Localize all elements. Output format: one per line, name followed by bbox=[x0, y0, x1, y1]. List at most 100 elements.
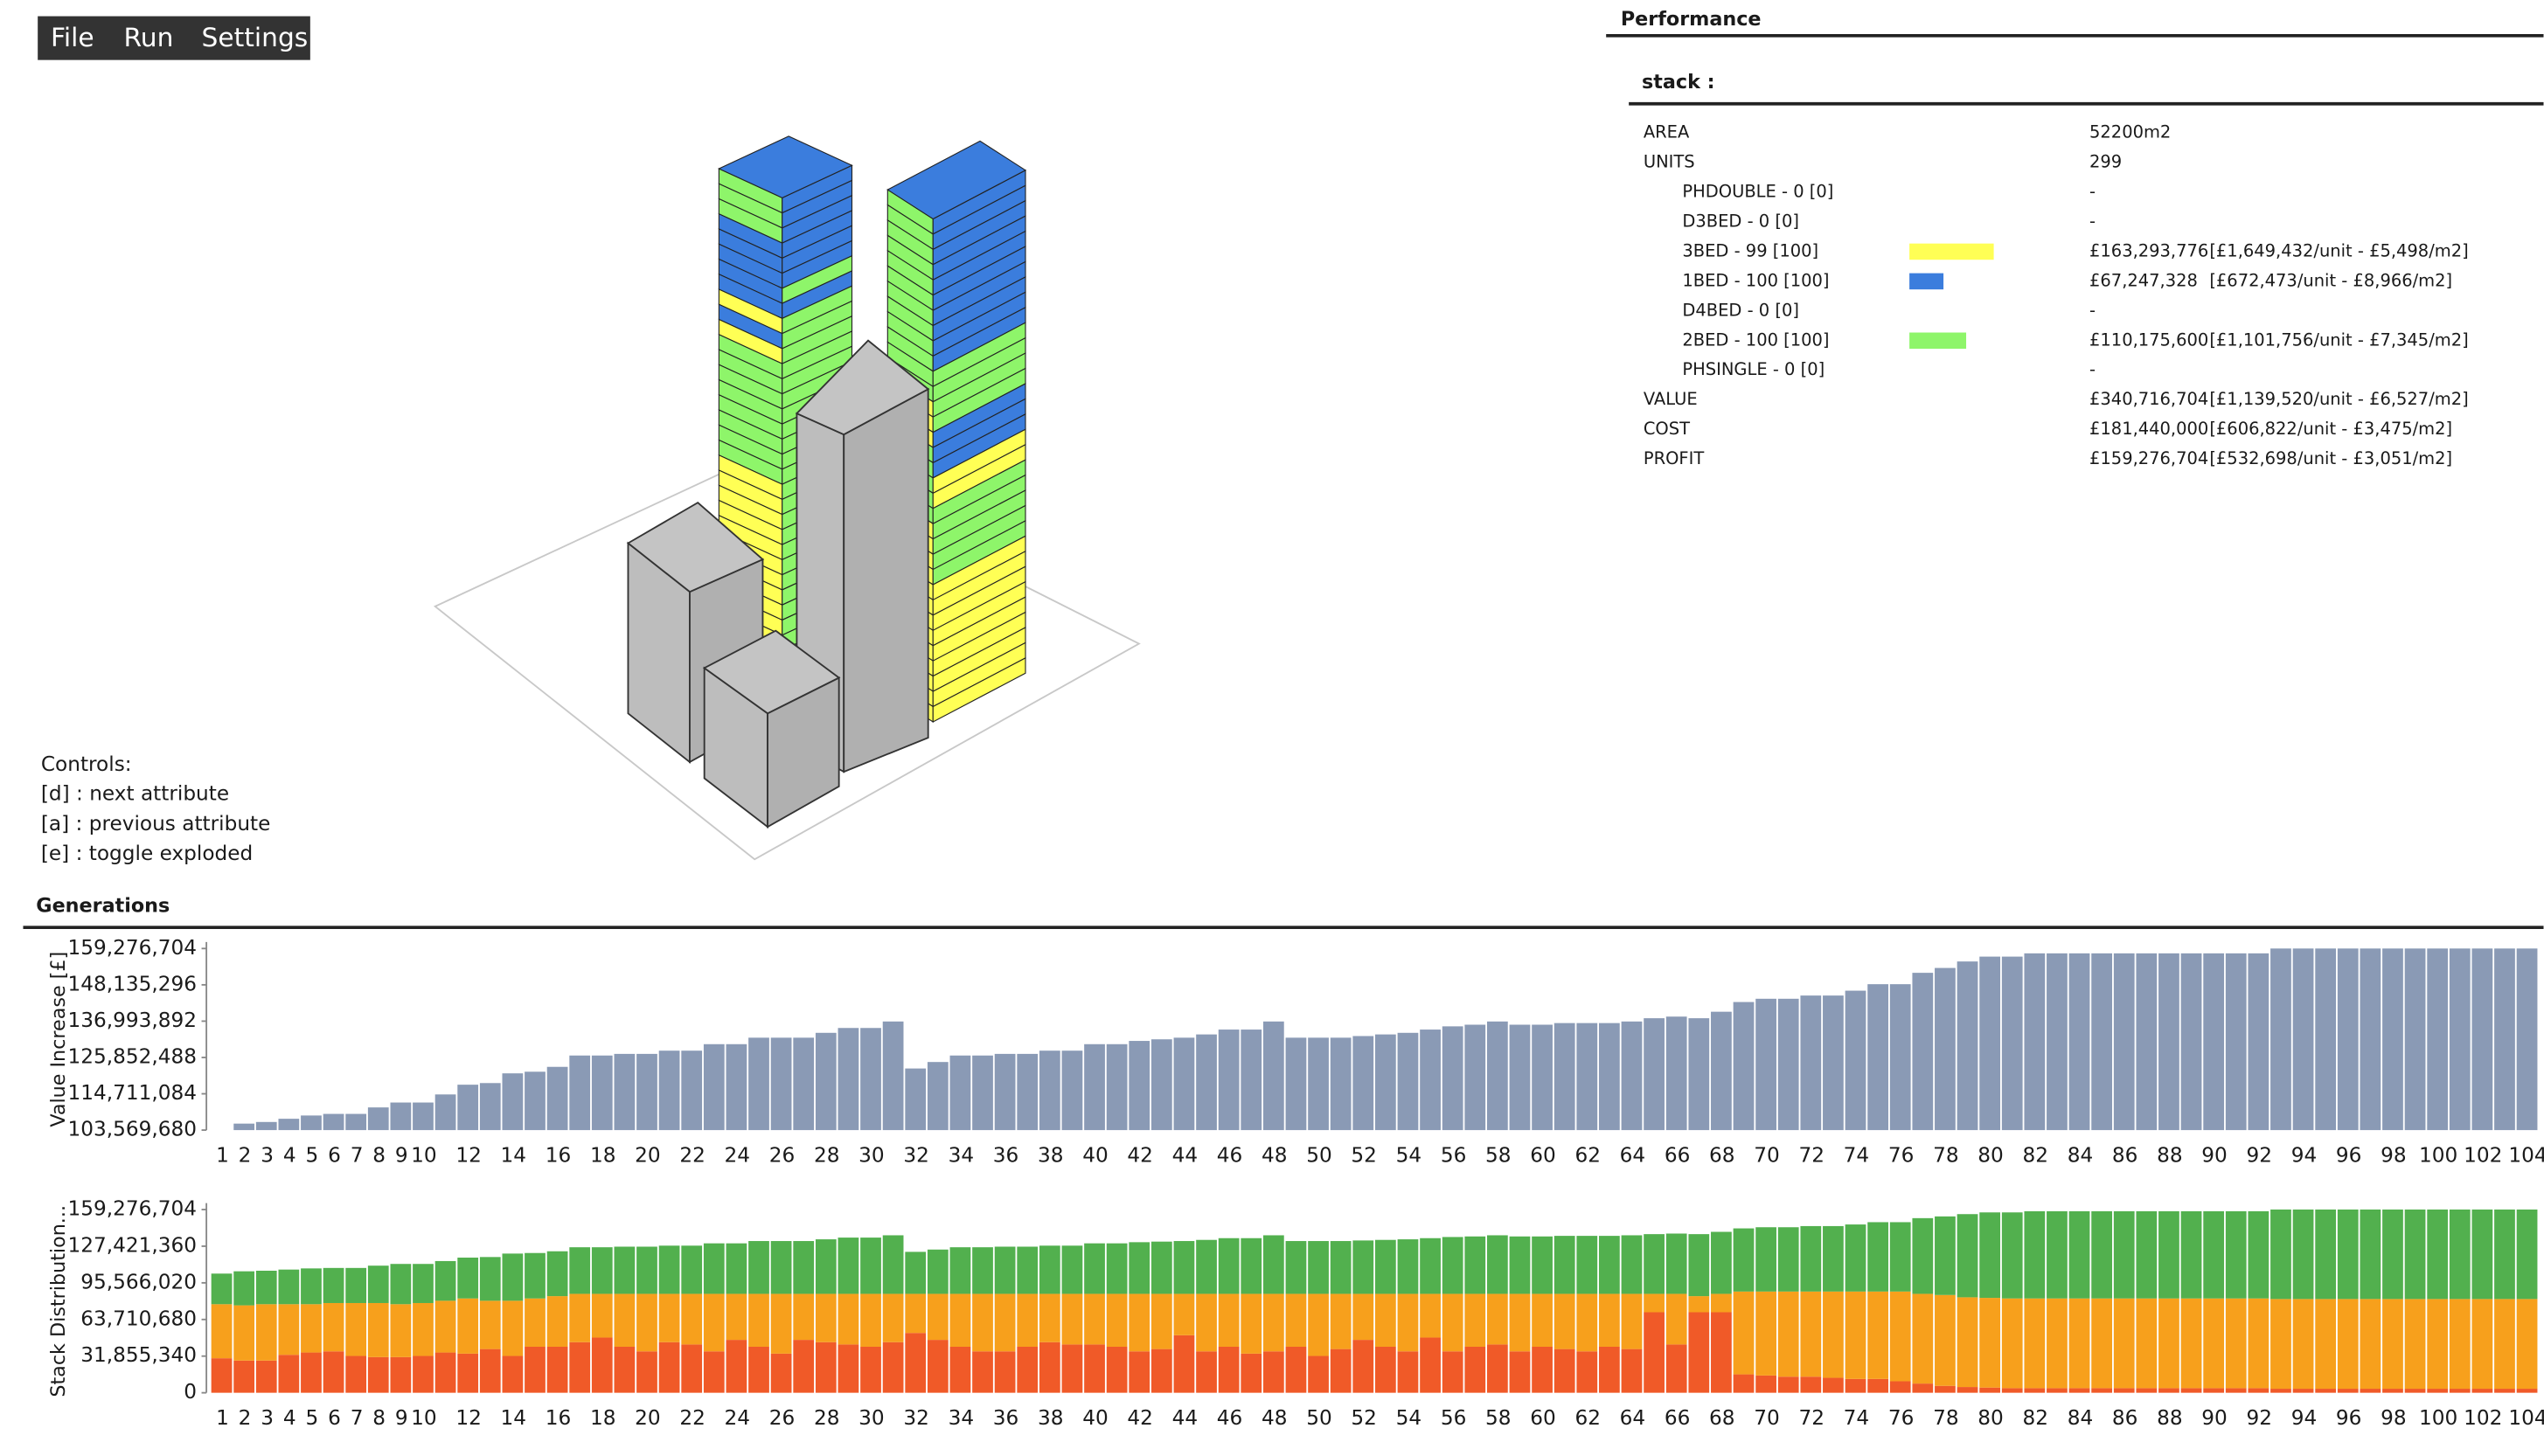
x-tick-label: 22 bbox=[679, 1143, 706, 1167]
x-tick-label: 54 bbox=[1396, 1143, 1422, 1167]
bar-segment bbox=[525, 1298, 546, 1347]
x-tick-label: 72 bbox=[1798, 1406, 1825, 1430]
bar-segment bbox=[1061, 1245, 1083, 1294]
x-tick-label: 82 bbox=[2023, 1143, 2049, 1167]
bar-segment bbox=[1061, 1293, 1083, 1345]
bar-segment bbox=[1150, 1241, 1172, 1294]
x-tick-label: 84 bbox=[2068, 1406, 2094, 1430]
x-tick-label: 12 bbox=[455, 1143, 482, 1167]
bar bbox=[2136, 953, 2158, 1131]
bar-segment bbox=[1420, 1293, 1441, 1338]
bar-segment bbox=[479, 1349, 501, 1393]
bar-segment bbox=[546, 1346, 568, 1393]
bar-segment bbox=[1196, 1239, 1217, 1294]
x-tick-label: 10 bbox=[411, 1143, 437, 1167]
bar-segment bbox=[1106, 1243, 1128, 1294]
bar bbox=[1688, 1018, 1710, 1131]
bar-segment bbox=[1777, 1227, 1799, 1292]
bar-segment bbox=[681, 1245, 703, 1294]
bar bbox=[413, 1102, 434, 1131]
bar-segment bbox=[1576, 1351, 1598, 1393]
box-face bbox=[843, 387, 929, 773]
bar-segment bbox=[2024, 1298, 2046, 1389]
row-label: D3BED - 0 [0] bbox=[1682, 211, 1799, 231]
bar-segment bbox=[1442, 1351, 1463, 1393]
bar-segment bbox=[546, 1251, 568, 1297]
y-tick-label: 127,421,360 bbox=[67, 1233, 197, 1257]
bar-segment bbox=[2024, 1388, 2046, 1393]
bar-segment bbox=[1487, 1293, 1508, 1345]
bar-segment bbox=[1688, 1234, 1710, 1297]
x-tick-label: 66 bbox=[1665, 1406, 1691, 1430]
bar-segment bbox=[1397, 1351, 1419, 1393]
bar-segment bbox=[2136, 1388, 2158, 1393]
bar bbox=[658, 1050, 680, 1131]
bar-segment bbox=[1554, 1293, 1575, 1349]
x-tick-label: 40 bbox=[1082, 1406, 1109, 1430]
menu-item[interactable]: Run bbox=[123, 22, 173, 52]
row-label: UNITS bbox=[1644, 152, 1695, 172]
x-tick-label: 12 bbox=[455, 1406, 482, 1430]
bar-segment bbox=[1755, 1227, 1776, 1292]
x-tick-label: 52 bbox=[1351, 1406, 1377, 1430]
bar-segment bbox=[927, 1293, 949, 1341]
x-tick-label: 102 bbox=[2464, 1143, 2502, 1167]
row-label: PROFIT bbox=[1644, 448, 1705, 468]
bar-segment bbox=[1621, 1235, 1643, 1294]
bar-segment bbox=[2047, 1210, 2068, 1299]
x-tick-label: 98 bbox=[2381, 1143, 2407, 1167]
row-value: £110,175,600 bbox=[2089, 329, 2208, 350]
bar-segment bbox=[1845, 1378, 1866, 1393]
menu-item[interactable]: File bbox=[51, 22, 94, 52]
x-tick-label: 32 bbox=[903, 1406, 929, 1430]
x-tick-label: 72 bbox=[1798, 1143, 1825, 1167]
bar-segment bbox=[860, 1293, 881, 1347]
bar bbox=[2047, 953, 2068, 1131]
bar bbox=[1823, 995, 1844, 1131]
bar-segment bbox=[1755, 1291, 1776, 1376]
bar-segment bbox=[1509, 1236, 1531, 1294]
bar bbox=[1777, 998, 1799, 1131]
bar bbox=[2449, 948, 2471, 1131]
bar bbox=[905, 1068, 927, 1131]
x-tick-label: 44 bbox=[1172, 1406, 1199, 1430]
bar-segment bbox=[905, 1333, 927, 1393]
bar-segment bbox=[457, 1353, 479, 1393]
x-tick-label: 56 bbox=[1441, 1143, 1467, 1167]
row-value: - bbox=[2089, 211, 2096, 231]
bar-segment bbox=[1554, 1349, 1575, 1393]
bar-segment bbox=[2203, 1388, 2225, 1393]
bar-segment bbox=[2382, 1209, 2403, 1300]
bar-segment bbox=[502, 1300, 524, 1356]
x-tick-label: 50 bbox=[1306, 1143, 1332, 1167]
bar-segment bbox=[748, 1293, 769, 1347]
bar bbox=[860, 1028, 881, 1131]
bar-segment bbox=[1241, 1353, 1262, 1393]
bar-segment bbox=[1241, 1293, 1262, 1354]
x-tick-label: 3 bbox=[261, 1143, 274, 1167]
bar-segment bbox=[1442, 1293, 1463, 1352]
bar bbox=[1061, 1050, 1083, 1131]
bar-segment bbox=[2203, 1298, 2225, 1389]
bar-segment bbox=[658, 1293, 680, 1342]
bar bbox=[636, 1053, 657, 1131]
bar-segment bbox=[2270, 1209, 2291, 1300]
menu-item[interactable]: Settings bbox=[202, 22, 309, 52]
bar-segment bbox=[636, 1351, 657, 1393]
bar-segment bbox=[2001, 1212, 2023, 1299]
bar-segment bbox=[1665, 1233, 1687, 1294]
bar-segment bbox=[2068, 1388, 2090, 1393]
bar-segment bbox=[1509, 1351, 1531, 1393]
bar-segment bbox=[2158, 1388, 2179, 1393]
bar bbox=[1308, 1037, 1329, 1131]
x-tick-label: 58 bbox=[1485, 1143, 1512, 1167]
bar-segment bbox=[1420, 1238, 1441, 1294]
bar-segment bbox=[1621, 1349, 1643, 1393]
y-tick-label: 63,710,680 bbox=[80, 1307, 197, 1330]
x-tick-label: 94 bbox=[2291, 1406, 2318, 1430]
bar-segment bbox=[2225, 1298, 2247, 1389]
bar-segment bbox=[1352, 1293, 1374, 1341]
x-tick-label: 30 bbox=[858, 1143, 885, 1167]
bar-segment bbox=[1039, 1245, 1060, 1294]
bar bbox=[390, 1102, 412, 1131]
